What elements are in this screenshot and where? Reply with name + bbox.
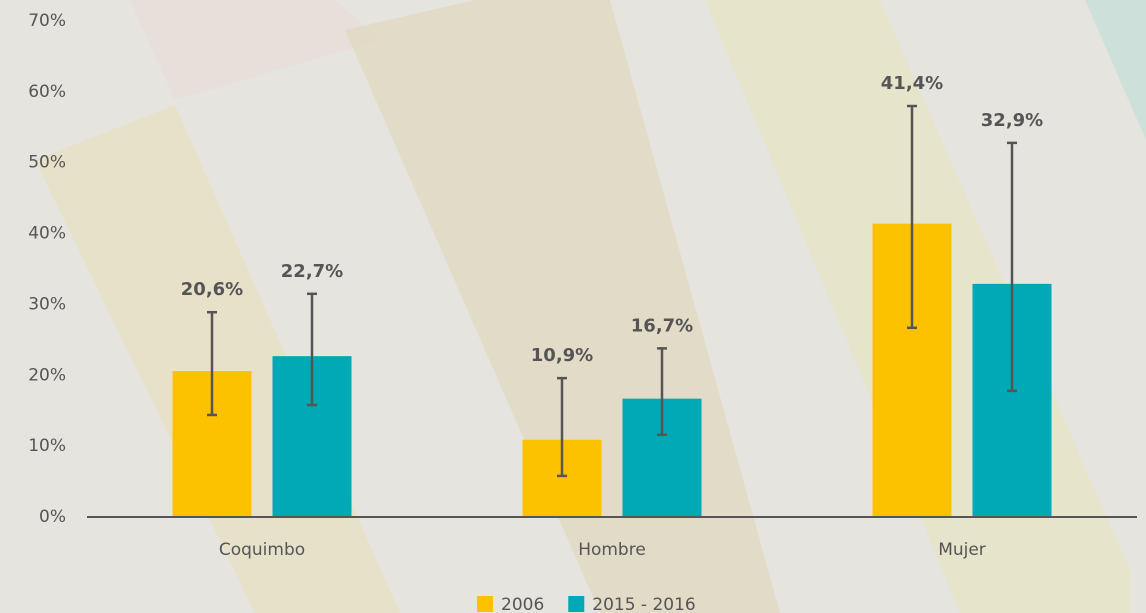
y-tick-label: 70% bbox=[28, 11, 66, 31]
y-tick-label: 60% bbox=[28, 82, 66, 102]
legend-swatch bbox=[568, 596, 585, 612]
legend-swatch bbox=[477, 596, 493, 612]
value-label: 10,9% bbox=[531, 345, 593, 366]
y-tick-label: 50% bbox=[28, 153, 66, 173]
legend-label: 2015 - 2016 bbox=[592, 595, 695, 613]
y-tick-label: 10% bbox=[28, 436, 66, 456]
y-tick-label: 20% bbox=[28, 365, 66, 385]
value-label: 20,6% bbox=[181, 279, 243, 300]
y-tick-label: 0% bbox=[39, 507, 66, 527]
legend-label: 2006 bbox=[501, 595, 544, 613]
y-tick-label: 40% bbox=[28, 224, 66, 244]
value-label: 32,9% bbox=[981, 110, 1043, 131]
value-label: 16,7% bbox=[631, 315, 693, 336]
y-tick-label: 30% bbox=[28, 294, 66, 314]
value-label: 41,4% bbox=[881, 73, 943, 94]
x-tick-label: Hombre bbox=[578, 540, 646, 560]
x-tick-label: Coquimbo bbox=[219, 540, 305, 560]
value-label: 22,7% bbox=[281, 261, 343, 282]
x-tick-label: Mujer bbox=[938, 540, 986, 560]
